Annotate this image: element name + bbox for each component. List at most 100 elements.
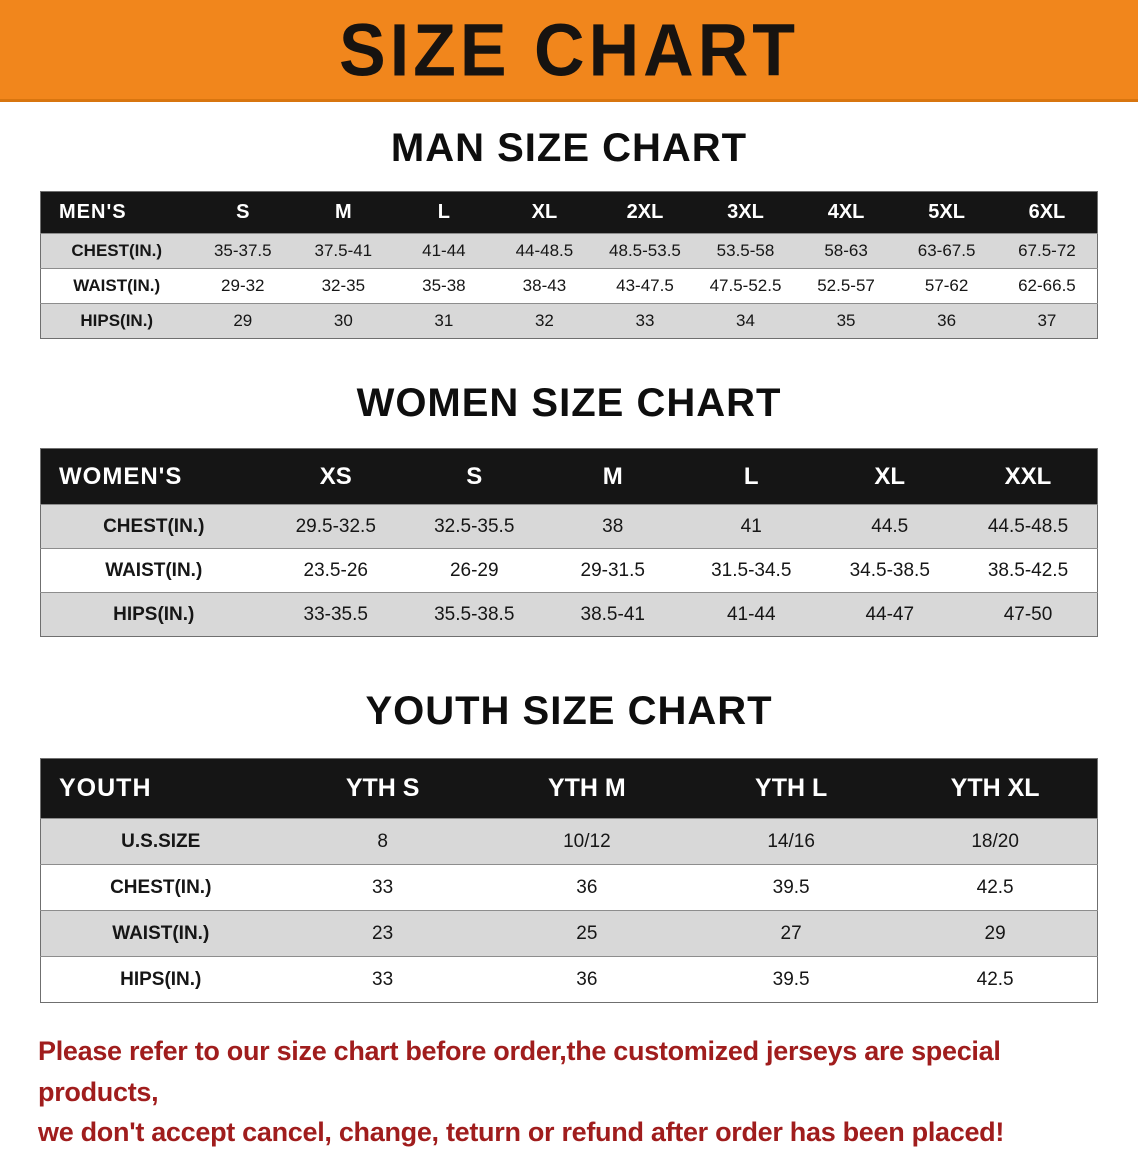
table-row: WAIST(IN.) 29-32 32-35 35-38 38-43 43-47.5 47.…	[40, 268, 1098, 304]
column-header: S	[405, 448, 544, 505]
row-label: U.S.SIZE	[40, 818, 281, 865]
size-cell: 36	[484, 956, 689, 1003]
column-header: S	[192, 191, 294, 234]
table-row: CHEST(IN.) 35-37.5 37.5-41 41-44 44-48.5 48.5…	[40, 233, 1098, 269]
size-cell: 31.5-34.5	[682, 548, 821, 593]
size-cell: 44-48.5	[494, 233, 595, 269]
size-cell: 52.5-57	[795, 268, 897, 304]
size-cell: 67.5-72	[996, 233, 1098, 269]
size-cell: 33	[594, 303, 696, 339]
size-cell: 18/20	[893, 818, 1098, 865]
size-cell: 35-37.5	[192, 233, 294, 269]
table-row: HIPS(IN.) 33-35.5 35.5-38.5 38.5-41 41-44 44-…	[40, 592, 1098, 637]
size-cell: 33	[280, 864, 485, 911]
men-section-heading: MAN SIZE CHART	[390, 126, 748, 170]
row-label: CHEST(IN.)	[40, 504, 267, 549]
banner-title: SIZE CHART	[339, 8, 799, 91]
size-cell: 62-66.5	[996, 268, 1098, 304]
size-cell: 38.5-42.5	[959, 548, 1098, 593]
size-cell: 23.5-26	[266, 548, 405, 593]
column-header: YTH S	[280, 758, 485, 819]
size-cell: 39.5	[689, 956, 894, 1003]
size-cell: 44-47	[820, 592, 959, 637]
size-cell: 31	[393, 303, 495, 339]
column-header: L	[393, 191, 495, 234]
footer-note-line1: Please refer to our size chart before or…	[38, 1036, 1001, 1107]
size-cell: 36	[896, 303, 997, 339]
column-header: 6XL	[996, 191, 1098, 234]
size-cell: 32	[494, 303, 595, 339]
women-size-section: WOMEN SIZE CHART WOMEN'S XS S M L XL XXL CHEST(…	[0, 381, 1138, 637]
size-cell: 42.5	[893, 956, 1098, 1003]
size-cell: 41-44	[682, 592, 821, 637]
size-cell: 33-35.5	[266, 592, 405, 637]
table-row: WAIST(IN.) 23.5-26 26-29 29-31.5 31.5-34.5 34…	[40, 548, 1098, 593]
youth-size-section: YOUTH SIZE CHART YOUTH YTH S YTH M YTH L YTH…	[0, 689, 1138, 1003]
size-cell: 58-63	[795, 233, 897, 269]
row-label: CHEST(IN.)	[40, 233, 193, 269]
column-header: 4XL	[795, 191, 897, 234]
size-cell: 47-50	[959, 592, 1098, 637]
youth-size-table-label: YOUTH	[40, 758, 281, 819]
size-cell: 25	[484, 910, 689, 957]
size-cell: 48.5-53.5	[594, 233, 696, 269]
size-cell: 37	[996, 303, 1098, 339]
size-cell: 44.5-48.5	[959, 504, 1098, 549]
size-cell: 37.5-41	[293, 233, 394, 269]
size-cell: 29	[893, 910, 1098, 957]
men-size-section: MAN SIZE CHART MEN'S S M L XL 2XL 3XL 4XL 5XL 6XL…	[0, 126, 1138, 339]
womens-size-table-label: WOMEN'S	[40, 448, 267, 505]
mens-size-table: MEN'S S M L XL 2XL 3XL 4XL 5XL 6XL CHEST(IN.) 35-37…	[40, 191, 1098, 339]
size-cell: 30	[293, 303, 394, 339]
size-cell: 29-31.5	[543, 548, 682, 593]
column-header: M	[293, 191, 394, 234]
table-row: HIPS(IN.) 29 30 31 32 33 34 35 36 37	[40, 303, 1098, 339]
size-cell: 38-43	[494, 268, 595, 304]
size-cell: 10/12	[484, 818, 689, 865]
size-cell: 8	[280, 818, 485, 865]
women-size-table-slot: WOMEN'S XS S M L XL XXL CHEST(IN.) 29.5-32.5 32.5…	[0, 448, 1138, 637]
youth-section-heading: YOUTH SIZE CHART	[365, 689, 773, 733]
table-row: WAIST(IN.) 23 25 27 29	[40, 910, 1098, 957]
size-cell: 42.5	[893, 864, 1098, 911]
footer-note-line2: we don't accept cancel, change, teturn o…	[38, 1117, 1005, 1147]
size-cell: 29-32	[192, 268, 294, 304]
size-cell: 14/16	[689, 818, 894, 865]
size-cell: 57-62	[896, 268, 997, 304]
row-label: WAIST(IN.)	[40, 548, 267, 593]
size-cell: 35	[795, 303, 897, 339]
size-cell: 53.5-58	[695, 233, 796, 269]
size-cell: 32-35	[293, 268, 394, 304]
column-header: XL	[494, 191, 595, 234]
men-size-table-slot: MEN'S S M L XL 2XL 3XL 4XL 5XL 6XL CHEST(IN.) 35-37…	[0, 191, 1138, 339]
table-row: HIPS(IN.) 33 36 39.5 42.5	[40, 956, 1098, 1003]
size-cell: 36	[484, 864, 689, 911]
table-row: U.S.SIZE 8 10/12 14/16 18/20	[40, 818, 1098, 865]
table-row: CHEST(IN.) 33 36 39.5 42.5	[40, 864, 1098, 911]
row-label: WAIST(IN.)	[40, 268, 193, 304]
youth-size-table-slot: YOUTH YTH S YTH M YTH L YTH XL U.S.SIZE 8 10/12…	[0, 758, 1138, 1003]
mens-size-table-label: MEN'S	[40, 191, 193, 234]
size-cell: 23	[280, 910, 485, 957]
size-cell: 38	[543, 504, 682, 549]
column-header: XS	[266, 448, 405, 505]
footer-note: Please refer to our size chart before or…	[38, 1031, 1112, 1153]
row-label: WAIST(IN.)	[40, 910, 281, 957]
size-cell: 41-44	[393, 233, 495, 269]
size-cell: 29.5-32.5	[266, 504, 405, 549]
column-header: 3XL	[695, 191, 796, 234]
table-row: CHEST(IN.) 29.5-32.5 32.5-35.5 38 41 44.5 44.5…	[40, 504, 1098, 549]
row-label: HIPS(IN.)	[40, 592, 267, 637]
size-chart-banner: SIZE CHART	[0, 0, 1138, 102]
size-cell: 38.5-41	[543, 592, 682, 637]
column-header: L	[682, 448, 821, 505]
column-header: 2XL	[594, 191, 696, 234]
size-cell: 26-29	[405, 548, 544, 593]
column-header: M	[543, 448, 682, 505]
youth-size-table-header-row: YOUTH YTH S YTH M YTH L YTH XL	[40, 758, 1098, 819]
size-cell: 35-38	[393, 268, 495, 304]
youth-size-table: YOUTH YTH S YTH M YTH L YTH XL U.S.SIZE 8 10/12…	[40, 758, 1098, 1003]
womens-size-table-header-row: WOMEN'S XS S M L XL XXL	[40, 448, 1098, 505]
size-cell: 34.5-38.5	[820, 548, 959, 593]
womens-size-table: WOMEN'S XS S M L XL XXL CHEST(IN.) 29.5-32.5 32.5…	[40, 448, 1098, 637]
